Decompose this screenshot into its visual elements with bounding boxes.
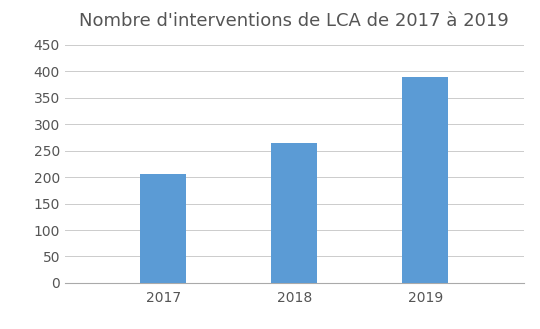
Title: Nombre d'interventions de LCA de 2017 à 2019: Nombre d'interventions de LCA de 2017 à … [79,12,509,30]
Bar [271,143,317,283]
Bar [402,77,448,283]
Bar [140,174,186,283]
